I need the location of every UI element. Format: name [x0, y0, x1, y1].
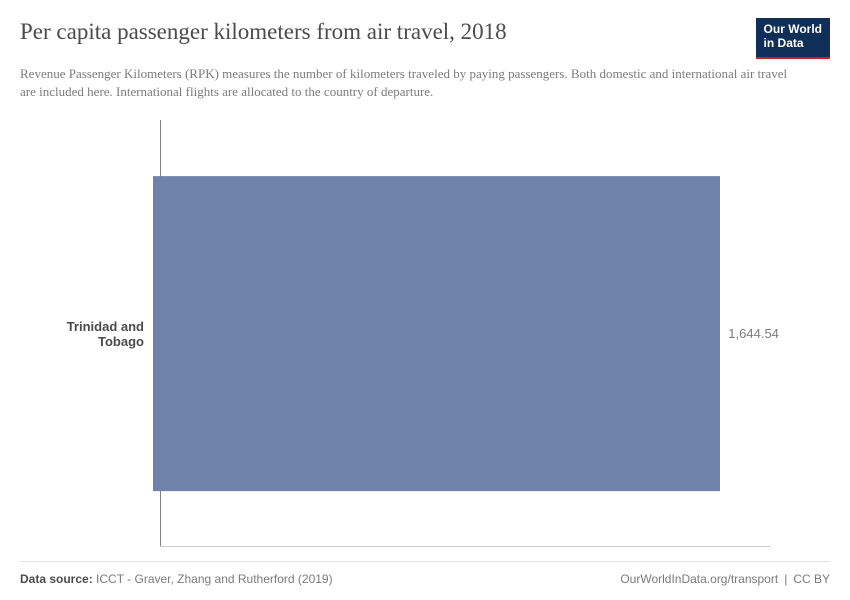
chart-subtitle: Revenue Passenger Kilometers (RPK) measu… — [20, 65, 800, 103]
value-label: 1,644.54 — [720, 326, 779, 341]
bar — [153, 176, 720, 492]
chart-plot-area: Trinidad and Tobago 1,644.54 — [20, 120, 830, 547]
data-source: Data source: ICCT - Graver, Zhang and Ru… — [20, 572, 333, 586]
bar-row: Trinidad and Tobago 1,644.54 — [20, 176, 830, 492]
separator: | — [784, 572, 787, 586]
category-label: Trinidad and Tobago — [20, 319, 152, 349]
chart-footer: Data source: ICCT - Graver, Zhang and Ru… — [20, 561, 830, 600]
license-link[interactable]: CC BY — [793, 572, 830, 586]
x-axis-line — [160, 546, 770, 547]
chart-title: Per capita passenger kilometers from air… — [20, 18, 507, 47]
owid-logo: Our World in Data — [756, 18, 830, 59]
site-link[interactable]: OurWorldInData.org/transport — [620, 572, 778, 586]
